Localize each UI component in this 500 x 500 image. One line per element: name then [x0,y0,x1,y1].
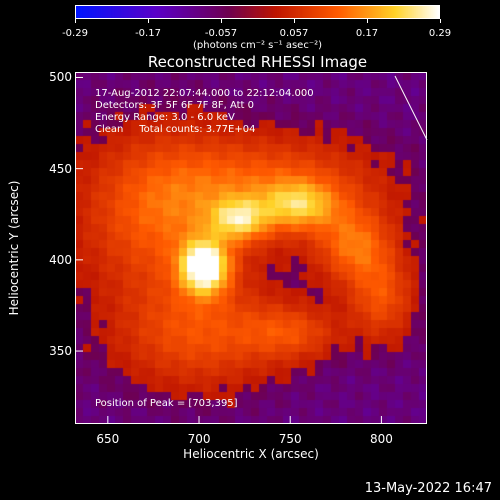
annotation-peak: Position of Peak = [703,395] [95,398,238,409]
colorbar-tick-label: 0.057 [279,28,309,39]
colorbar-tick-mark [440,19,441,23]
annotation-algorithm: Clean Total counts: 3.77E+04 [95,124,256,135]
colorbar-tick-mark [367,19,368,23]
x-tick-label: 750 [278,432,302,446]
x-tick-label: 700 [187,432,211,446]
x-tick-label: 800 [369,432,393,446]
colorbar [75,5,440,19]
colorbar-tick-label: -0.17 [135,28,161,39]
y-axis-label: Heliocentric Y (arcsec) [7,180,21,316]
colorbar-tick-label: 0.29 [428,28,452,39]
colorbar-tick-label: -0.29 [62,28,88,39]
timestamp: 13-May-2022 16:47 [364,481,492,496]
y-tick-label: 400 [49,252,72,267]
annotation-time-range: 17-Aug-2012 22:07:44.000 to 22:12:04.000 [95,88,314,99]
colorbar-tick-mark [294,19,295,23]
colorbar-tick-mark [148,19,149,23]
annotation-detectors: Detectors: 3F 5F 6F 7F 8F, Att 0 [95,100,255,111]
heatmap-image [75,72,427,424]
colorbar-tick-label: -0.057 [204,28,238,39]
y-tick-label: 350 [49,344,72,359]
annotation-energy-range: Energy Range: 3.0 - 6.0 keV [95,112,235,123]
y-tick-label: 500 [49,70,72,85]
colorbar-tick-mark [221,19,222,23]
y-tick-label: 450 [49,161,72,176]
x-axis-label: Heliocentric X (arcsec) [183,447,319,461]
x-tick-label: 650 [96,432,120,446]
chart-title: Reconstructed RHESSI Image [147,53,368,71]
colorbar-units: (photons cm⁻² s⁻¹ asec⁻²) [192,40,323,51]
colorbar-tick-mark [75,19,76,23]
colorbar-tick-label: 0.17 [355,28,379,39]
